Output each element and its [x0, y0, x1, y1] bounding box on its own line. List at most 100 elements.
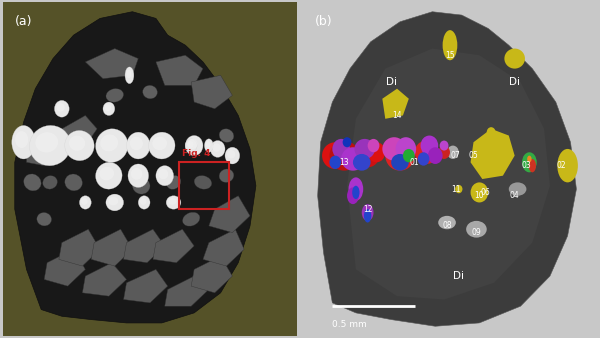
Text: 06: 06: [481, 188, 490, 197]
Ellipse shape: [185, 139, 197, 152]
Ellipse shape: [438, 146, 450, 159]
Polygon shape: [82, 263, 127, 296]
Text: (a): (a): [15, 15, 32, 28]
Ellipse shape: [355, 139, 375, 159]
Ellipse shape: [69, 136, 85, 151]
Ellipse shape: [95, 162, 122, 189]
Polygon shape: [165, 276, 209, 306]
Polygon shape: [347, 49, 550, 299]
Ellipse shape: [341, 147, 365, 171]
Ellipse shape: [352, 186, 359, 199]
Text: Di: Di: [453, 271, 464, 281]
Ellipse shape: [43, 176, 58, 189]
Text: 14: 14: [392, 111, 402, 120]
Ellipse shape: [169, 198, 176, 205]
Ellipse shape: [364, 209, 371, 222]
Text: 02: 02: [557, 161, 566, 170]
Text: 12: 12: [363, 204, 373, 214]
Ellipse shape: [440, 141, 449, 151]
Ellipse shape: [227, 150, 235, 159]
Ellipse shape: [29, 125, 71, 166]
Ellipse shape: [362, 204, 374, 221]
Ellipse shape: [103, 102, 115, 116]
Ellipse shape: [106, 89, 124, 102]
Ellipse shape: [79, 196, 91, 209]
Polygon shape: [44, 249, 85, 286]
Polygon shape: [209, 196, 250, 233]
Ellipse shape: [509, 183, 526, 196]
Ellipse shape: [166, 175, 181, 189]
Ellipse shape: [65, 174, 82, 191]
Ellipse shape: [140, 198, 146, 205]
Ellipse shape: [415, 141, 438, 164]
Ellipse shape: [211, 141, 225, 157]
Ellipse shape: [527, 155, 532, 162]
Text: Di: Di: [509, 77, 520, 87]
Polygon shape: [382, 89, 409, 119]
Text: 07: 07: [451, 151, 461, 160]
Polygon shape: [156, 55, 203, 86]
Text: 05: 05: [469, 151, 478, 160]
Ellipse shape: [194, 175, 212, 189]
Ellipse shape: [104, 104, 111, 111]
Text: 09: 09: [472, 228, 481, 237]
Ellipse shape: [127, 132, 150, 159]
Ellipse shape: [421, 136, 438, 155]
Ellipse shape: [130, 137, 143, 150]
Ellipse shape: [206, 141, 211, 148]
Ellipse shape: [332, 139, 350, 159]
Ellipse shape: [37, 213, 52, 226]
Text: 11: 11: [451, 185, 461, 194]
Text: 10: 10: [475, 191, 484, 200]
Polygon shape: [470, 129, 515, 179]
Ellipse shape: [106, 194, 124, 211]
Ellipse shape: [395, 137, 416, 161]
Ellipse shape: [447, 146, 459, 159]
Ellipse shape: [158, 169, 168, 179]
Ellipse shape: [522, 152, 537, 172]
Ellipse shape: [428, 147, 443, 164]
Ellipse shape: [443, 30, 457, 60]
Ellipse shape: [438, 216, 456, 229]
Ellipse shape: [470, 183, 488, 202]
Ellipse shape: [368, 142, 385, 162]
Ellipse shape: [219, 129, 234, 142]
Ellipse shape: [125, 67, 134, 84]
Ellipse shape: [391, 154, 409, 171]
Ellipse shape: [505, 49, 525, 69]
Ellipse shape: [356, 144, 379, 167]
Text: 03: 03: [521, 161, 532, 170]
Ellipse shape: [329, 155, 341, 169]
Ellipse shape: [455, 185, 463, 193]
Ellipse shape: [127, 70, 131, 78]
Ellipse shape: [385, 141, 415, 171]
Text: 01: 01: [410, 158, 419, 167]
Polygon shape: [124, 229, 165, 263]
Text: (b): (b): [315, 15, 332, 28]
Ellipse shape: [143, 85, 157, 99]
Polygon shape: [153, 229, 194, 263]
Ellipse shape: [347, 187, 359, 204]
Ellipse shape: [81, 198, 88, 205]
Polygon shape: [15, 12, 256, 323]
Ellipse shape: [487, 127, 496, 137]
Polygon shape: [191, 256, 232, 293]
Polygon shape: [26, 136, 56, 166]
Ellipse shape: [205, 139, 213, 152]
Ellipse shape: [353, 154, 371, 171]
Ellipse shape: [152, 137, 167, 150]
Ellipse shape: [382, 137, 406, 161]
Ellipse shape: [212, 143, 221, 152]
Ellipse shape: [65, 130, 94, 161]
Text: 15: 15: [445, 51, 455, 60]
Polygon shape: [91, 229, 133, 266]
Text: 04: 04: [510, 191, 520, 200]
Ellipse shape: [182, 212, 200, 226]
Ellipse shape: [12, 125, 35, 159]
Polygon shape: [62, 116, 97, 146]
Polygon shape: [317, 12, 577, 326]
Ellipse shape: [529, 159, 536, 172]
Polygon shape: [85, 49, 138, 79]
Polygon shape: [203, 229, 244, 266]
Ellipse shape: [187, 141, 193, 148]
